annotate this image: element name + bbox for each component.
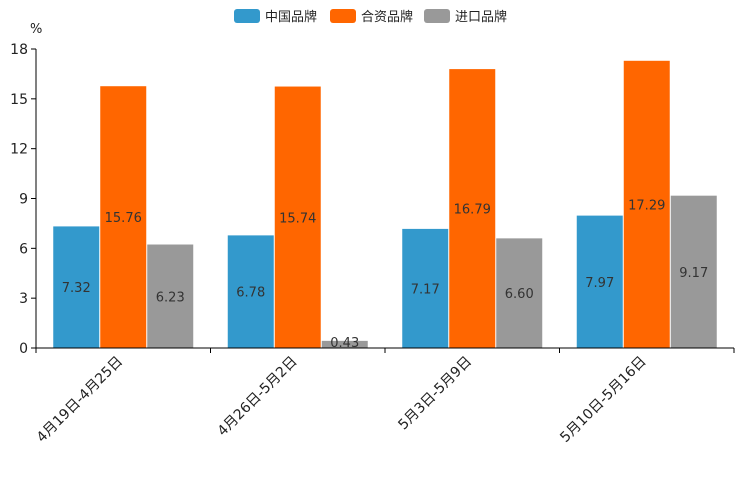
- legend-label-1[interactable]: 中国品牌: [265, 9, 317, 25]
- bar-series2-cat4[interactable]: [623, 60, 670, 349]
- data-label-series1-cat1: 7.32: [62, 281, 91, 296]
- x-tick-label-2: 4月26日-5月2日: [215, 354, 301, 440]
- bar-series1-cat1[interactable]: [53, 226, 100, 348]
- data-label-series1-cat4: 7.97: [585, 276, 614, 291]
- bar-series3-cat1[interactable]: [147, 244, 194, 348]
- x-axis: 4月19日-4月25日 4月26日-5月2日 5月3日-5月9日 5月10日-5月16…: [34, 347, 735, 446]
- y-tick-label-1: 3: [19, 291, 28, 307]
- x-tick-label-4: 5月10日-5月16日: [557, 354, 649, 446]
- data-label-series3-cat3: 6.60: [505, 287, 534, 302]
- y-tick-label-5: 15: [10, 92, 28, 108]
- data-label-series1-cat2: 6.78: [236, 286, 265, 301]
- data-label-series2-cat4: 17.29: [628, 198, 665, 213]
- bar-series3-cat3[interactable]: [496, 238, 543, 348]
- data-label-series1-cat3: 7.17: [411, 282, 440, 297]
- y-axis-unit-label: %: [30, 22, 42, 37]
- bar-series3-cat4[interactable]: [670, 195, 717, 348]
- y-tick-label-2: 6: [19, 241, 28, 257]
- x-tick-label-3: 5月3日-5月9日: [395, 354, 475, 434]
- y-tick-label-0: 0: [19, 341, 28, 357]
- legend-label-2[interactable]: 合资品牌: [361, 9, 413, 25]
- legend: 中国品牌 合资品牌 进口品牌: [234, 9, 507, 25]
- y-tick-label-3: 9: [19, 192, 28, 208]
- legend-label-3[interactable]: 进口品牌: [455, 9, 507, 25]
- bar-series1-cat3[interactable]: [402, 228, 449, 348]
- bar-series1-cat2[interactable]: [227, 235, 274, 348]
- y-axis: 0 3 6 9 12 15 18: [10, 42, 37, 357]
- legend-swatch-3[interactable]: [424, 9, 450, 23]
- data-label-series3-cat2: 0.43: [330, 336, 359, 351]
- data-label-series2-cat3: 16.79: [454, 203, 491, 218]
- bars-group: 7.32 15.76 6.23 6.78 15.74 0.43 7.17 16.79 6.60 7…: [53, 60, 717, 351]
- x-tick-label-1: 4月19日-4月25日: [34, 354, 126, 446]
- legend-swatch-2[interactable]: [330, 9, 356, 23]
- bar-series1-cat4[interactable]: [576, 215, 623, 348]
- data-label-series2-cat2: 15.74: [279, 211, 316, 226]
- y-tick-label-4: 12: [10, 142, 28, 158]
- bar-series2-cat1[interactable]: [100, 86, 147, 348]
- y-tick-label-6: 18: [10, 42, 28, 58]
- bar-series2-cat2[interactable]: [274, 86, 321, 349]
- data-label-series3-cat4: 9.17: [679, 266, 708, 281]
- legend-swatch-1[interactable]: [234, 9, 260, 23]
- data-label-series2-cat1: 15.76: [105, 211, 142, 226]
- bar-series2-cat3[interactable]: [449, 69, 496, 349]
- data-label-series3-cat1: 6.23: [156, 290, 185, 305]
- bar-series3-cat2[interactable]: [321, 340, 368, 348]
